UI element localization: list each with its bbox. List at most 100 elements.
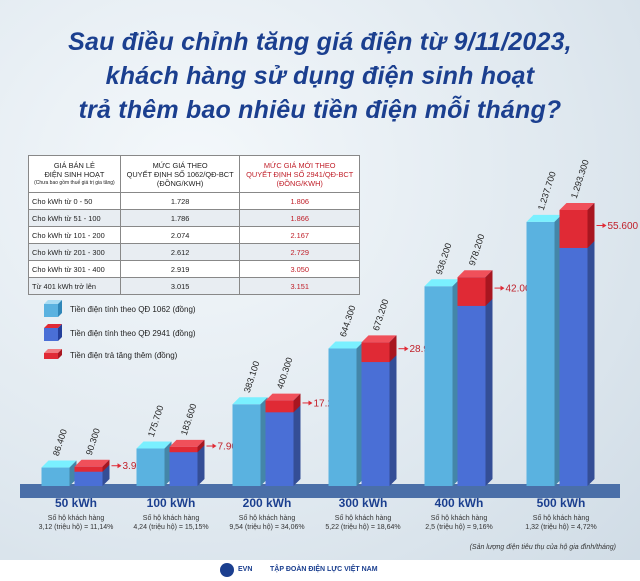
bar-new-side-2: [293, 393, 301, 486]
bar-new-top-5: [559, 203, 595, 210]
baseline-band: [20, 484, 620, 498]
household-line2-4: 2,5 (triệu hộ) = 9,16%: [425, 524, 493, 531]
table-row: Từ 401 kWh trở lên 3.015 3.151: [28, 277, 360, 295]
bar-new-3: [361, 342, 390, 486]
bar-old-top-5: [526, 214, 562, 222]
household-line2-3: 5,22 (triệu hộ) = 18,64%: [325, 524, 401, 531]
bar-extra-1: [169, 446, 198, 453]
price-table: GIÁ BÁN LẺ ĐIỆN SINH HOẠT (Chưa bao gồm …: [28, 155, 360, 295]
extra-label-5: 55.600: [608, 221, 639, 232]
bar-old-label-0: 86.400: [51, 428, 69, 457]
header-old-l2: QUYẾT ĐỊNH SỐ 1062/QĐ-BCT: [126, 169, 234, 179]
extra-arrowhead-2: [308, 400, 313, 406]
household-info-3: Số hộ khách hàng 5,22 (triệu hộ) = 18,64%: [308, 514, 418, 532]
evn-logo-text: EVN: [238, 566, 253, 573]
row-new: 2.729: [239, 243, 360, 261]
bar-old-label-2: 383.100: [242, 360, 262, 394]
title-line-3: trả thêm bao nhiêu tiền điện mỗi tháng?: [78, 96, 562, 124]
bar-chart: 86.400 90.300 3.900 175.700 183.600 7.900 383.…: [41, 158, 639, 486]
household-line1-1: Số hộ khách hàng: [142, 515, 200, 522]
bar-new-label-5: 1.293.300: [569, 158, 591, 199]
household-info-2: Số hộ khách hàng 9,54 (triệu hộ) = 34,06%: [212, 514, 322, 532]
bar-new-side-4: [485, 270, 493, 486]
bar-new-top-0: [74, 459, 110, 467]
household-line2-1: 4,24 (triệu hộ) = 15,15%: [133, 524, 209, 531]
header-tier-l1: GIÁ BÁN LẺ: [53, 160, 95, 170]
row-old: 2.612: [119, 243, 241, 261]
category-label-0: 50 kWh: [54, 496, 97, 510]
extra-label-0: 3.900: [123, 461, 148, 472]
header-new-l1: MỨC GIÁ MỚI THEO: [263, 160, 336, 170]
legend-item-new: Tiền điện tính theo QĐ 2941 (đồng): [42, 324, 196, 342]
bar-extra-side-2: [293, 393, 301, 413]
table-row: Cho kWh từ 301 - 400 2.919 3.050: [28, 260, 360, 278]
bar-new-label-1: 183.600: [179, 402, 199, 436]
row-label: Cho kWh từ 201 - 300: [28, 243, 121, 261]
legend-item-old: Tiền điện tính theo QĐ 1062 (đồng): [42, 300, 196, 318]
bar-new-top-4: [457, 270, 493, 278]
bar-old-0: [41, 467, 70, 486]
bar-extra-0: [74, 466, 103, 472]
bar-old-top-4: [424, 279, 460, 287]
extra-arrowhead-5: [602, 222, 607, 228]
header-tier-note: (Chưa bao gồm thuế giá trị gia tăng): [34, 179, 115, 186]
bar-extra-3: [361, 342, 390, 363]
row-old: 1.786: [119, 209, 241, 227]
bar-new-side-5: [587, 203, 595, 486]
bar-new-4: [457, 277, 486, 486]
bar-extra-side-1: [197, 439, 205, 453]
legend-new-label: Tiền điện tính theo QĐ 2941 (đồng): [70, 328, 196, 338]
bar-new-top-2: [265, 393, 301, 401]
row-old: 3.015: [119, 277, 241, 295]
category-label-4: 400 kWh: [434, 496, 484, 510]
bar-extra-5: [559, 210, 588, 248]
bar-extra-side-0: [102, 459, 110, 472]
extra-label-4: 42.000: [506, 284, 537, 295]
header-old-l3: (ĐỒNG/KWH): [156, 178, 204, 188]
bar-old-top-3: [328, 341, 364, 349]
footer-org: TẬP ĐOÀN ĐIỆN LỰC VIỆT NAM: [270, 566, 378, 573]
bar-new-side-3: [389, 335, 397, 486]
household-line1-3: Số hộ khách hàng: [334, 515, 392, 522]
footnote: (Sản lượng điện tiêu thụ của hộ gia đình…: [469, 544, 616, 551]
extra-arrowhead-4: [500, 285, 505, 291]
header-old-l1: MỨC GIÁ THEO: [152, 160, 208, 170]
household-line1-4: Số hộ khách hàng: [430, 515, 488, 522]
household-line1-5: Số hộ khách hàng: [532, 515, 590, 522]
bar-old-5: [526, 221, 555, 486]
bar-old-3: [328, 348, 357, 486]
bar-new-top-1: [169, 439, 205, 447]
category-label-5: 500 kWh: [536, 496, 586, 510]
legend-extra-label: Tiền điện trả tăng thêm (đồng): [70, 350, 178, 360]
bar-extra-2: [265, 400, 294, 413]
bar-extra-4: [457, 277, 486, 306]
legend-item-extra: Tiền điện trả tăng thêm (đồng): [42, 348, 177, 362]
header-tier-l2: ĐIỆN SINH HOẠT: [44, 169, 105, 179]
bar-old-top-0: [41, 460, 77, 468]
bar-old-1: [136, 448, 165, 486]
bar-old-label-5: 1.237.700: [536, 170, 558, 211]
header-new-l2: QUYẾT ĐỊNH SỐ 2941/QĐ-BCT: [246, 169, 354, 179]
household-info-5: Số hộ khách hàng 1,32 (triệu hộ) = 4,72%: [506, 514, 616, 532]
bar-new-label-0: 90.300: [84, 427, 102, 456]
household-info-0: Số hộ khách hàng 3,12 (triệu hộ) = 11,14%: [21, 514, 131, 532]
extra-label-1: 7.900: [218, 442, 243, 453]
category-label-3: 300 kWh: [338, 496, 388, 510]
bar-old-top-2: [232, 397, 268, 405]
legend-old-swatch: [44, 300, 62, 317]
row-label: Cho kWh từ 51 - 100: [28, 209, 121, 227]
bar-new-label-3: 673.200: [371, 298, 391, 332]
bar-new-side-1: [197, 439, 205, 486]
bar-old-top-1: [136, 441, 172, 449]
household-line2-2: 9,54 (triệu hộ) = 34,06%: [229, 524, 305, 531]
title-line-2: khách hàng sử dụng điện sinh hoạt: [105, 62, 535, 90]
category-label-1: 100 kWh: [146, 496, 196, 510]
household-info-4: Số hộ khách hàng 2,5 (triệu hộ) = 9,16%: [404, 514, 514, 532]
category-label-2: 200 kWh: [242, 496, 292, 510]
bar-old-2: [232, 404, 261, 486]
table-header-new: MỨC GIÁ MỚI THEO QUYẾT ĐỊNH SỐ 2941/QĐ-B…: [239, 155, 360, 193]
household-info-1: Số hộ khách hàng 4,24 (triệu hộ) = 15,15%: [116, 514, 226, 532]
bar-old-4: [424, 286, 453, 486]
bar-new-5: [559, 210, 588, 486]
bar-extra-side-4: [485, 270, 493, 306]
